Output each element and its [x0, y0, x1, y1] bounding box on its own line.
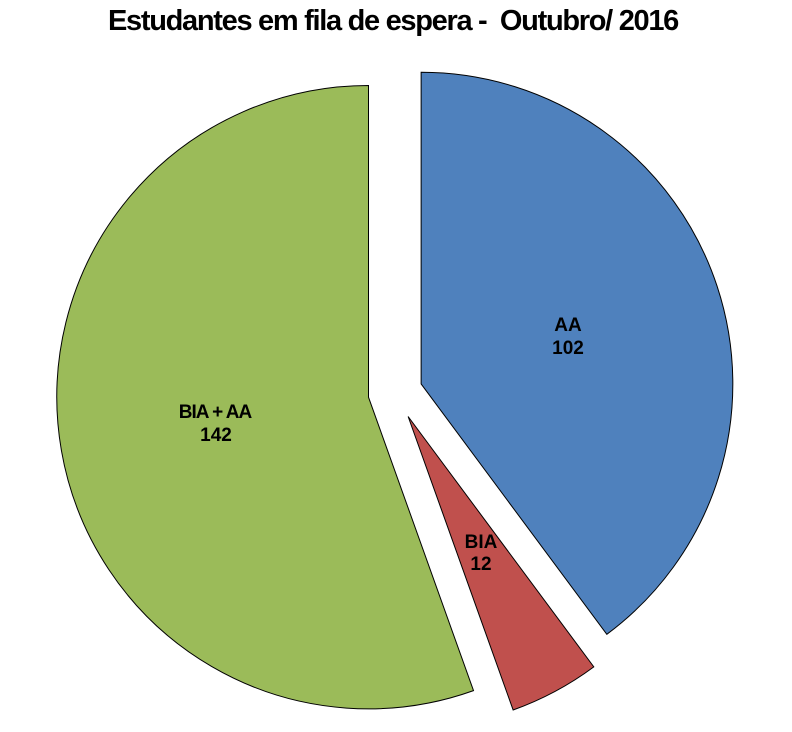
svg-text:12: 12 — [470, 554, 491, 575]
svg-text:102: 102 — [552, 338, 584, 359]
svg-text:142: 142 — [200, 425, 232, 446]
svg-text:AA: AA — [554, 315, 582, 336]
svg-text:Estudantes em fila de espera -: Estudantes em fila de espera - Outubro/ … — [108, 5, 679, 37]
svg-text:BIA: BIA — [465, 532, 498, 553]
svg-text:BIA + AA: BIA + AA — [179, 402, 253, 423]
